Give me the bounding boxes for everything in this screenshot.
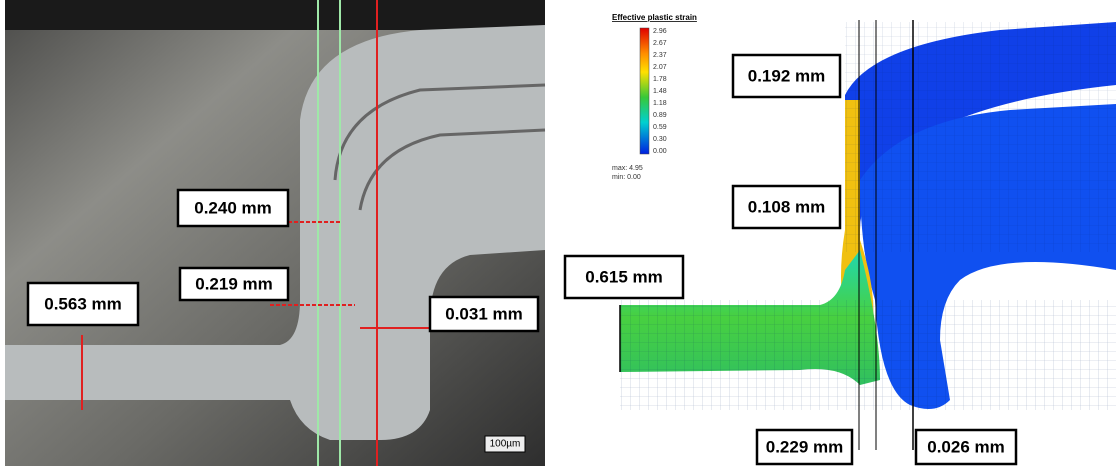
annotation-label: 0.229 mm [766,437,844,456]
legend: Effective plastic strain max: 4.95 min: … [612,13,697,181]
scale-bar: 100µm [490,439,521,450]
mesh-grid [845,22,1116,252]
colorbar-tick-label: 0.00 [653,148,667,155]
colorbar-tick-label: 0.59 [653,124,667,131]
colorbar-tick-label: 1.48 [653,88,667,95]
legend-max: max: 4.95 [612,165,643,172]
dark-top [5,0,545,30]
simulation [620,20,1116,450]
annotation-label: 0.219 mm [195,274,273,293]
colorbar-tick-label: 2.67 [653,40,667,47]
annotation-label: 0.563 mm [44,294,122,313]
colorbar-tick-label: 2.07 [653,64,667,71]
figure: 100µm 0.240 mm 0.219 mm 0.563 mm 0.031 mm E… [0,0,1116,466]
colorbar [640,28,649,154]
annotation-label: 0.108 mm [748,197,826,216]
colorbar-tick-label: 1.18 [653,100,667,107]
colorbar-tick-label: 1.78 [653,76,667,83]
colorbar-tick-label: 0.30 [653,136,667,143]
annotation-label: 0.026 mm [927,437,1005,456]
colorbar-tick-label: 2.96 [653,28,667,35]
legend-title: Effective plastic strain [612,13,697,22]
annotation-label: 0.192 mm [748,66,826,85]
micrograph: 100µm [5,0,545,466]
colorbar-tick-label: 0.89 [653,112,667,119]
annotation-label: 0.615 mm [585,267,663,286]
mesh-grid [620,300,1116,410]
colorbar-tick-label: 2.37 [653,52,667,59]
annotation-label: 0.240 mm [194,198,272,217]
annotation-label: 0.031 mm [445,304,523,323]
legend-min: min: 0.00 [612,174,641,181]
